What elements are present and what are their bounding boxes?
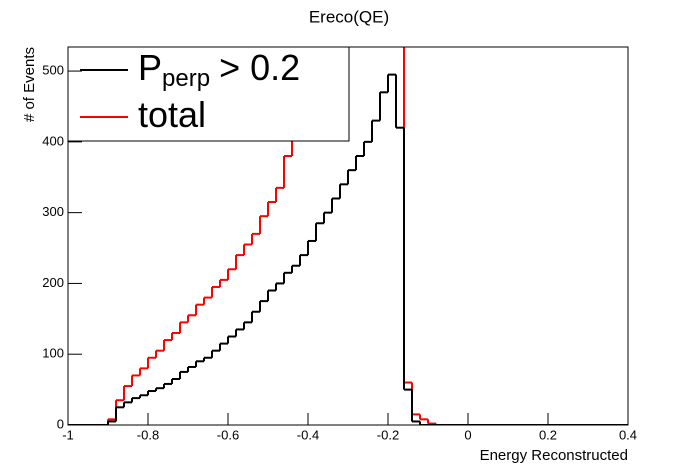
y-axis-label: # of Events	[21, 47, 38, 122]
legend-label: Pperp > 0.2	[138, 47, 300, 93]
y-tick-label: 200	[42, 275, 64, 290]
plot-area	[68, 47, 628, 425]
legend-label: total	[138, 94, 206, 135]
x-tick-label: 0.4	[619, 427, 637, 442]
y-tick-label: 100	[42, 346, 64, 361]
x-tick-label: -1	[62, 427, 74, 442]
x-axis-label: Energy Reconstructed	[480, 447, 628, 464]
legend-name: P	[138, 47, 162, 88]
legend-subscript: perp	[162, 65, 210, 92]
y-tick-label: 0	[57, 416, 64, 431]
x-tick-label: -0.8	[137, 427, 159, 442]
legend: Pperp > 0.2 total	[67, 46, 350, 142]
x-tick-label: -0.4	[297, 427, 319, 442]
x-tick-label: -0.6	[217, 427, 239, 442]
y-tick-label: 500	[42, 63, 64, 78]
legend-name-rest: > 0.2	[219, 47, 300, 88]
legend-name: total	[138, 94, 206, 135]
x-tick-label: 0.2	[539, 427, 557, 442]
legend-box	[67, 46, 350, 142]
y-tick-label: 300	[42, 204, 64, 219]
x-tick-label: 0	[464, 427, 471, 442]
x-tick-label: -0.2	[377, 427, 399, 442]
y-tick-label: 400	[42, 133, 64, 148]
chart-title: Ereco(QE)	[309, 7, 389, 26]
